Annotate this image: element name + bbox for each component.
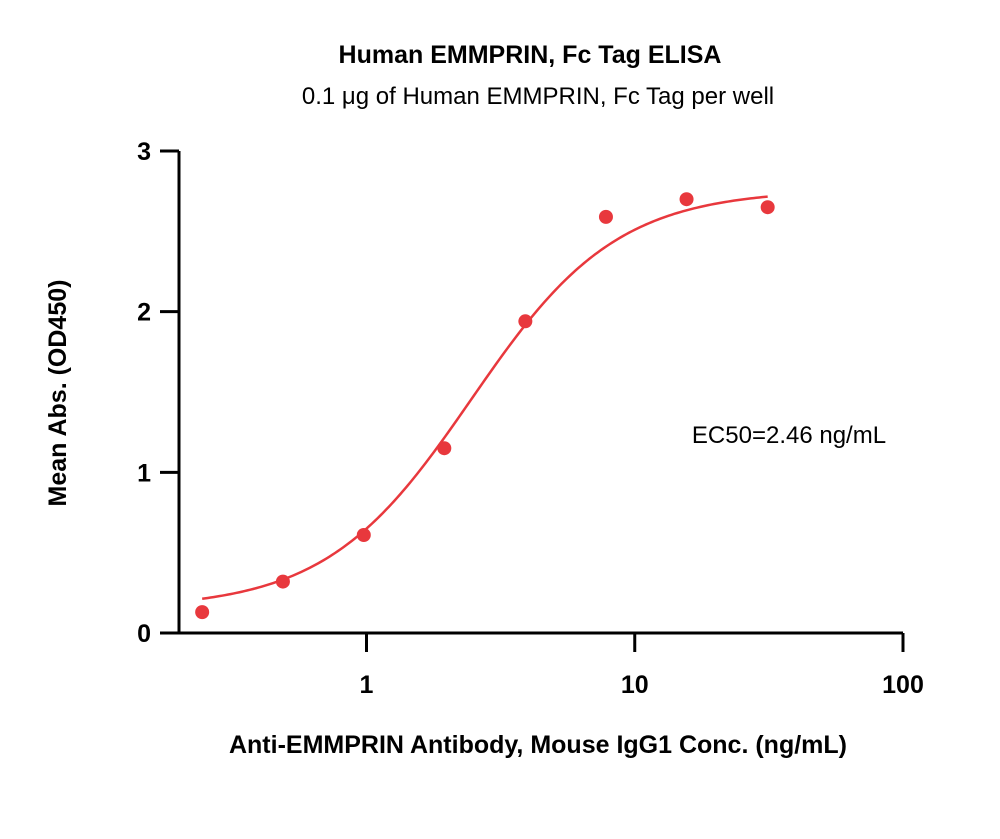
data-point [598, 209, 613, 224]
y-tick-label: 2 [137, 299, 151, 327]
y-tick-label: 1 [137, 459, 151, 487]
x-tick-label: 10 [621, 671, 649, 699]
chart-title: Human EMMPRIN, Fc Tag ELISA [339, 41, 722, 69]
data-point [275, 574, 290, 589]
x-axis-ticks: 1 10 100 [360, 633, 924, 699]
ec50-annotation: EC50=2.46 ng/mL [692, 422, 886, 449]
data-point [437, 441, 452, 456]
fit-curve-line [201, 195, 768, 600]
y-tick-label: 0 [137, 620, 151, 648]
data-point [760, 200, 775, 215]
plot-area: 0 1 2 3 1 10 100 [137, 138, 924, 699]
data-point [679, 192, 694, 207]
x-axis-title: Anti-EMMPRIN Antibody, Mouse IgG1 Conc. … [229, 731, 847, 759]
y-axis-title: Mean Abs. (OD450) [44, 280, 72, 507]
fit-curve-layer [201, 195, 768, 600]
data-points-layer [195, 192, 775, 620]
y-tick-label: 3 [137, 138, 151, 166]
data-point [195, 605, 210, 620]
x-tick-label: 1 [360, 671, 374, 699]
y-axis-ticks: 0 1 2 3 [137, 138, 179, 648]
x-tick-label: 100 [882, 671, 924, 699]
data-point [518, 314, 533, 329]
data-point [356, 527, 371, 542]
chart-subtitle: 0.1 μg of Human EMMPRIN, Fc Tag per well [302, 83, 774, 110]
